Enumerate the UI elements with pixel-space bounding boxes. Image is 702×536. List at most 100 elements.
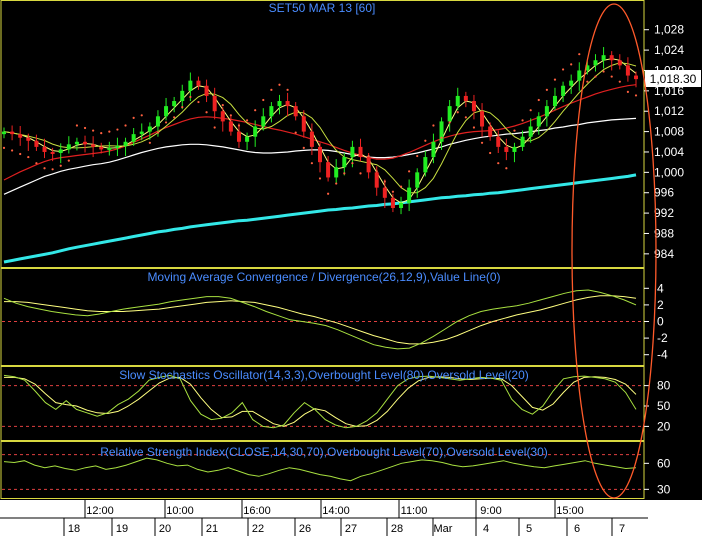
sar-dot xyxy=(2,146,6,149)
candle-body xyxy=(83,141,88,145)
candle-body xyxy=(115,145,120,148)
sar-dot xyxy=(229,114,232,117)
sar-dot xyxy=(51,168,54,171)
candle-body xyxy=(455,95,460,107)
sar-dot xyxy=(424,139,427,142)
candle-body xyxy=(309,131,314,147)
sar-dot xyxy=(456,111,459,114)
sar-dot xyxy=(254,109,257,112)
date-tick-label: 20 xyxy=(159,523,171,535)
candle-body xyxy=(212,95,217,112)
sar-dot xyxy=(521,119,524,122)
sar-dot xyxy=(367,154,370,158)
candle-body xyxy=(50,151,55,154)
sar-dot xyxy=(83,126,87,130)
candle-body xyxy=(634,75,638,80)
rsi-tick-label: 60 xyxy=(657,456,671,470)
candle-body xyxy=(577,70,582,81)
sar-dot xyxy=(67,159,70,162)
sar-dot xyxy=(553,78,557,81)
candle-body xyxy=(99,146,104,150)
sar-dot xyxy=(570,63,573,66)
time-tick-label: 10:00 xyxy=(166,505,194,517)
stoch-k-line xyxy=(3,374,637,429)
sar-dot xyxy=(578,53,581,56)
sar-dot xyxy=(505,167,508,170)
candle-body xyxy=(423,157,428,173)
sar-dot xyxy=(416,154,419,158)
price-tick-label: 1,012 xyxy=(654,104,684,118)
macd-tick-label: 4 xyxy=(657,281,664,295)
candle-body xyxy=(74,141,79,145)
sar-dot xyxy=(237,124,241,127)
sar-dot xyxy=(513,129,516,132)
sar-dot xyxy=(213,126,216,129)
candle-body xyxy=(350,146,355,158)
candle-body xyxy=(520,136,525,147)
candle-body xyxy=(471,101,476,112)
candle-body xyxy=(42,146,47,152)
candle-body xyxy=(585,65,590,71)
candle-body xyxy=(504,146,509,152)
highlight-ellipse xyxy=(571,3,657,499)
stoch-tick-label: 20 xyxy=(657,419,671,433)
macd-tick-label: 0 xyxy=(657,315,664,329)
candle-body xyxy=(123,141,128,146)
sar-dot xyxy=(335,182,338,185)
sar-dot xyxy=(448,121,451,124)
panel-frames xyxy=(0,0,645,499)
sar-dot xyxy=(302,146,305,149)
last-price-box xyxy=(645,70,701,87)
macd-tick-label: -2 xyxy=(657,331,668,345)
rsi-line xyxy=(3,457,637,482)
sar-dot xyxy=(286,88,289,91)
sar-dot xyxy=(116,128,119,131)
last-price-label: 1,018.30 xyxy=(650,72,697,86)
candle-body xyxy=(164,106,169,117)
sar-dot xyxy=(262,98,265,102)
candle-body xyxy=(528,126,533,137)
sar-dot xyxy=(181,106,184,109)
date-tick-label: 6 xyxy=(574,523,580,535)
candle-body xyxy=(447,106,452,122)
sar-dot xyxy=(529,109,532,112)
date-tick-label: 5 xyxy=(526,523,532,535)
sar-dot xyxy=(626,90,629,93)
date-tick-label: 26 xyxy=(299,523,311,535)
candle-body xyxy=(318,146,322,163)
sar-dot xyxy=(278,83,281,86)
candle-body xyxy=(236,131,241,142)
time-tick-label: 12:00 xyxy=(86,505,114,517)
stoch-d-line xyxy=(4,376,637,427)
candle-body xyxy=(431,141,436,158)
candle-body xyxy=(463,95,468,102)
date-tick-label: 18 xyxy=(68,523,80,535)
candle-body xyxy=(536,116,541,127)
candle-body xyxy=(131,134,136,142)
macd-tick-label: -4 xyxy=(657,348,668,362)
candle-body xyxy=(552,95,557,107)
candle-body xyxy=(172,101,177,107)
sar-dot xyxy=(173,116,176,119)
rsi-tick-label: 30 xyxy=(657,482,671,496)
sar-dot xyxy=(440,136,443,139)
time-tick-label: 14:00 xyxy=(322,505,350,517)
candle-body xyxy=(488,126,493,137)
time-tick-label: 9:00 xyxy=(480,505,501,517)
sar-dot xyxy=(75,124,79,127)
sar-dot xyxy=(618,80,621,83)
sar-dot xyxy=(594,75,597,78)
candle-body xyxy=(496,136,501,147)
sar-dot xyxy=(472,126,476,129)
price-tick-label: 988 xyxy=(654,226,674,240)
sar-dot xyxy=(399,185,403,188)
candle-body xyxy=(366,157,371,173)
time-tick-label: 16:00 xyxy=(243,505,271,517)
candle-body xyxy=(253,126,258,137)
candle-body xyxy=(26,137,31,141)
sar-dot xyxy=(561,68,565,71)
sar-dot xyxy=(148,141,151,144)
candle-body xyxy=(2,131,6,135)
candle-body xyxy=(390,197,395,209)
